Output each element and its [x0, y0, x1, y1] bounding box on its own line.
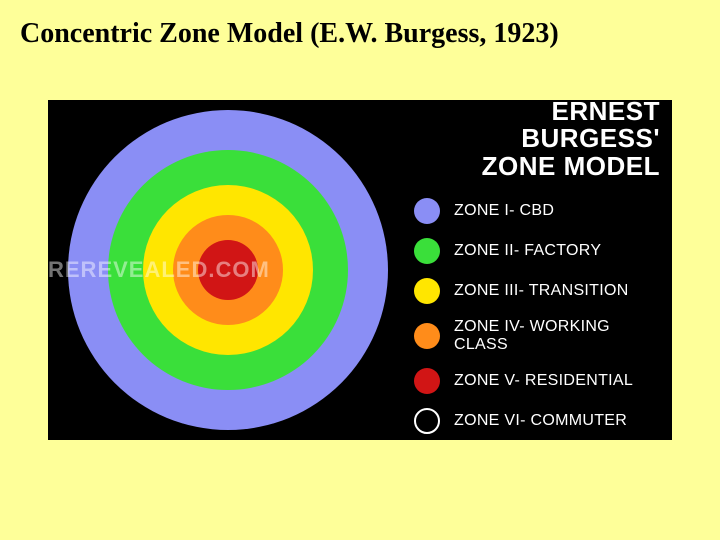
legend-item: ZONE I- CBD — [414, 198, 660, 224]
legend: ERNEST BURGESS' ZONE MODEL ZONE I- CBD Z… — [408, 82, 672, 458]
swatch-icon — [414, 323, 440, 349]
legend-label: ZONE VI- COMMUTER — [454, 412, 627, 430]
legend-item: ZONE V- RESIDENTIAL — [414, 368, 660, 394]
swatch-icon — [414, 278, 440, 304]
legend-label: ZONE V- RESIDENTIAL — [454, 372, 633, 390]
swatch-icon — [414, 238, 440, 264]
legend-label: ZONE I- CBD — [454, 202, 554, 220]
swatch-icon — [414, 368, 440, 394]
legend-item: ZONE IV- WORKING CLASS — [414, 318, 660, 354]
slide-title: Concentric Zone Model (E.W. Burgess, 192… — [0, 0, 720, 50]
legend-item: ZONE VI- COMMUTER — [414, 408, 660, 434]
legend-label: ZONE III- TRANSITION — [454, 282, 629, 300]
ring-zone5 — [198, 240, 258, 300]
legend-item: ZONE III- TRANSITION — [414, 278, 660, 304]
legend-label: ZONE II- FACTORY — [454, 242, 601, 260]
legend-title-line2: ZONE MODEL — [482, 151, 660, 181]
swatch-icon — [414, 198, 440, 224]
legend-item: ZONE II- FACTORY — [414, 238, 660, 264]
diagram-panel: REREVEALED.COM ERNEST BURGESS' ZONE MODE… — [48, 100, 672, 440]
concentric-circles: REREVEALED.COM — [48, 100, 408, 440]
legend-title: ERNEST BURGESS' ZONE MODEL — [414, 98, 660, 180]
legend-title-line1: ERNEST BURGESS' — [521, 96, 660, 153]
swatch-icon — [414, 408, 440, 434]
legend-label: ZONE IV- WORKING CLASS — [454, 318, 660, 354]
